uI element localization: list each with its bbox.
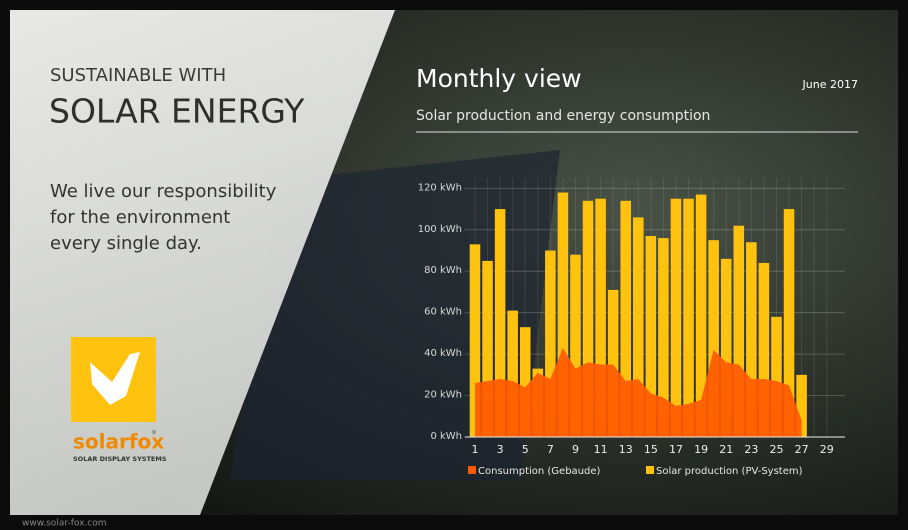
legend-label: Solar production (PV-System)	[656, 466, 803, 477]
logo-tagline: SOLAR DISPLAY SYSTEMS	[73, 455, 167, 463]
headline: SOLAR ENERGY	[49, 92, 305, 131]
y-tick-label: 80 kWh	[424, 265, 462, 276]
x-tick-label: 23	[744, 443, 758, 456]
chart-subtitle: Solar production and energy consumption	[416, 108, 710, 124]
logo-box	[71, 337, 156, 422]
x-tick-label: 29	[820, 443, 834, 456]
x-tick-label: 27	[795, 443, 809, 456]
y-tick-label: 100 kWh	[418, 224, 462, 235]
x-tick-label: 11	[594, 443, 608, 456]
legend-label: Consumption (Gebaude)	[478, 466, 601, 477]
x-tick-label: 1	[471, 443, 478, 456]
legend-swatch	[646, 466, 654, 474]
bar	[683, 199, 694, 437]
x-tick-label: 5	[522, 443, 529, 456]
y-tick-label: 40 kWh	[424, 348, 462, 359]
footer-url: www.solar-fox.com	[22, 519, 107, 529]
chart-date: June 2017	[802, 78, 858, 91]
page: { "panel": { "kicker": "SUSTAINABLE WITH…	[0, 0, 908, 530]
logo-registered: ®	[151, 430, 157, 437]
y-tick-label: 60 kWh	[424, 307, 462, 318]
x-tick-label: 7	[547, 443, 554, 456]
message-line: We live our responsibility	[50, 181, 277, 202]
y-tick-label: 120 kWh	[418, 182, 462, 193]
x-tick-label: 25	[769, 443, 783, 456]
x-tick-label: 9	[572, 443, 579, 456]
message-line: for the environment	[50, 207, 230, 228]
y-tick-label: 0 kWh	[430, 431, 462, 442]
x-tick-label: 3	[497, 443, 504, 456]
message-line: every single day.	[50, 233, 202, 254]
x-tick-label: 21	[719, 443, 733, 456]
x-tick-label: 15	[644, 443, 658, 456]
bar	[671, 199, 682, 437]
x-tick-label: 17	[669, 443, 683, 456]
x-tick-label: 13	[619, 443, 633, 456]
y-tick-label: 20 kWh	[424, 390, 462, 401]
kicker: SUSTAINABLE WITH	[50, 65, 226, 86]
footer-bar	[0, 515, 908, 530]
legend-swatch	[468, 466, 476, 474]
chart-title: Monthly view	[416, 64, 582, 93]
x-tick-label: 19	[694, 443, 708, 456]
screen: SUSTAINABLE WITH SOLAR ENERGY We live ou…	[0, 0, 908, 530]
